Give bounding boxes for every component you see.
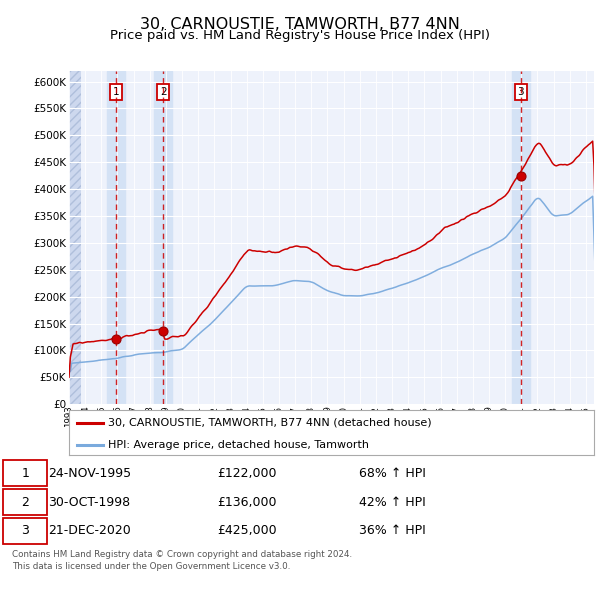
Text: HPI: Average price, detached house, Tamworth: HPI: Average price, detached house, Tamw… (109, 441, 370, 451)
Text: 1: 1 (21, 467, 29, 480)
FancyBboxPatch shape (3, 489, 47, 515)
Bar (512, 71, 530, 404)
Text: 42% ↑ HPI: 42% ↑ HPI (359, 496, 425, 509)
Text: 24-NOV-1995: 24-NOV-1995 (49, 467, 131, 480)
Text: 3: 3 (518, 87, 524, 97)
Bar (154, 71, 172, 404)
Text: 30, CARNOUSTIE, TAMWORTH, B77 4NN: 30, CARNOUSTIE, TAMWORTH, B77 4NN (140, 17, 460, 31)
FancyBboxPatch shape (3, 518, 47, 544)
Text: 2: 2 (160, 87, 166, 97)
Text: 21-DEC-2020: 21-DEC-2020 (49, 525, 131, 537)
Text: Contains HM Land Registry data © Crown copyright and database right 2024.
This d: Contains HM Land Registry data © Crown c… (12, 550, 352, 571)
Text: 3: 3 (21, 525, 29, 537)
Text: 30-OCT-1998: 30-OCT-1998 (49, 496, 130, 509)
Text: £136,000: £136,000 (218, 496, 277, 509)
FancyBboxPatch shape (3, 460, 47, 486)
Text: 1: 1 (113, 87, 119, 97)
Text: £425,000: £425,000 (218, 525, 277, 537)
Text: 30, CARNOUSTIE, TAMWORTH, B77 4NN (detached house): 30, CARNOUSTIE, TAMWORTH, B77 4NN (detac… (109, 418, 432, 428)
Bar (107, 71, 125, 404)
Bar (69, 71, 81, 404)
Text: 36% ↑ HPI: 36% ↑ HPI (359, 525, 425, 537)
Text: £122,000: £122,000 (218, 467, 277, 480)
Text: 2: 2 (21, 496, 29, 509)
Text: Price paid vs. HM Land Registry's House Price Index (HPI): Price paid vs. HM Land Registry's House … (110, 30, 490, 42)
Text: 68% ↑ HPI: 68% ↑ HPI (359, 467, 425, 480)
